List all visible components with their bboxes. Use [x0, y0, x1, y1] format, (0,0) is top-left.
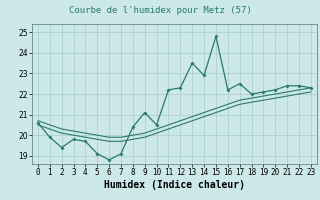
- X-axis label: Humidex (Indice chaleur): Humidex (Indice chaleur): [104, 180, 245, 190]
- Text: Courbe de l'humidex pour Metz (57): Courbe de l'humidex pour Metz (57): [68, 6, 252, 15]
